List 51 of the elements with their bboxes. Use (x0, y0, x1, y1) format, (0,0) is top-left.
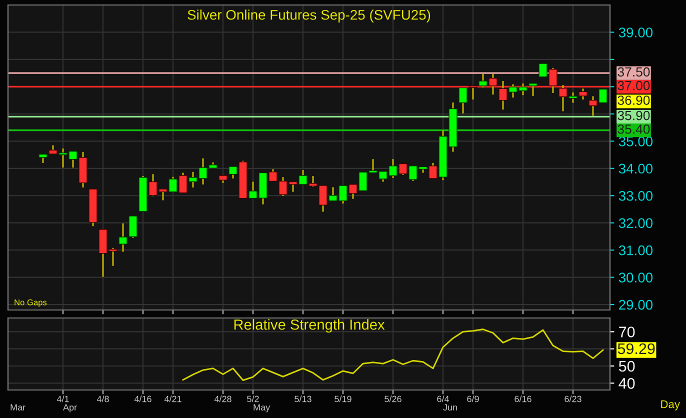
candlestick (178, 172, 188, 194)
y-tick-label: 30.00 (618, 272, 653, 282)
candlestick (428, 162, 438, 180)
x-tick-label: 6/4 (437, 396, 450, 402)
candlestick (348, 184, 358, 200)
candlestick (168, 176, 178, 193)
x-tick-label: 6/9 (467, 396, 479, 402)
chart-title: Silver Online Futures Sep-25 (SVFU25) (188, 10, 430, 23)
candlestick (228, 166, 238, 180)
x-tick-label: 4/21 (164, 396, 182, 402)
x-tick-label: 6/23 (564, 396, 582, 402)
y-tick-label: 31.00 (618, 245, 653, 256)
ref-line-label: 35.40 (618, 124, 650, 134)
candlestick (568, 92, 578, 104)
y-tick-label: 29.00 (619, 300, 653, 310)
candlestick (538, 63, 548, 78)
ref-line-label: 37.00 (618, 80, 650, 90)
x-tick-label: 5/26 (384, 396, 402, 402)
chart-title: Relative Strength Index (234, 319, 385, 333)
candlestick (478, 72, 488, 88)
x-tick-label: 5/13 (294, 396, 312, 402)
text: Mar (10, 404, 26, 411)
text: May (254, 404, 270, 412)
y-tick-label: 33.00 (618, 190, 653, 201)
ref-line-label: 37.50 (618, 67, 650, 77)
candlestick (598, 88, 608, 104)
y-tick-label: 40 (618, 378, 635, 389)
candlestick (398, 162, 408, 176)
x-tick-label: 4/1 (56, 396, 69, 402)
y-tick-label: 32.00 (618, 218, 653, 228)
x-tick-label: 5/2 (247, 396, 259, 402)
x-tick-label: 4/28 (214, 396, 232, 402)
text: Jun (443, 404, 457, 411)
candlestick (458, 86, 468, 114)
y-tick-label: 39.00 (618, 28, 653, 38)
text: 36.90 (618, 96, 650, 105)
annotation: No Gaps (14, 299, 47, 307)
x-tick-label: 4/8 (96, 396, 109, 402)
text: 59.29 (618, 343, 655, 354)
y-tick-label: 70 (619, 326, 635, 338)
y-tick-label: 50 (618, 360, 635, 372)
y-tick-label: 34.00 (618, 164, 653, 174)
text: Day (661, 400, 680, 410)
ref-line-label: 35.90 (618, 110, 650, 120)
candlestick (298, 169, 308, 186)
x-tick-label: 5/19 (334, 396, 352, 402)
text: Apr (63, 404, 77, 412)
candlestick (588, 95, 598, 117)
x-tick-label: 6/16 (514, 396, 532, 402)
x-tick-label: 4/16 (134, 396, 152, 402)
candlestick (528, 82, 538, 97)
